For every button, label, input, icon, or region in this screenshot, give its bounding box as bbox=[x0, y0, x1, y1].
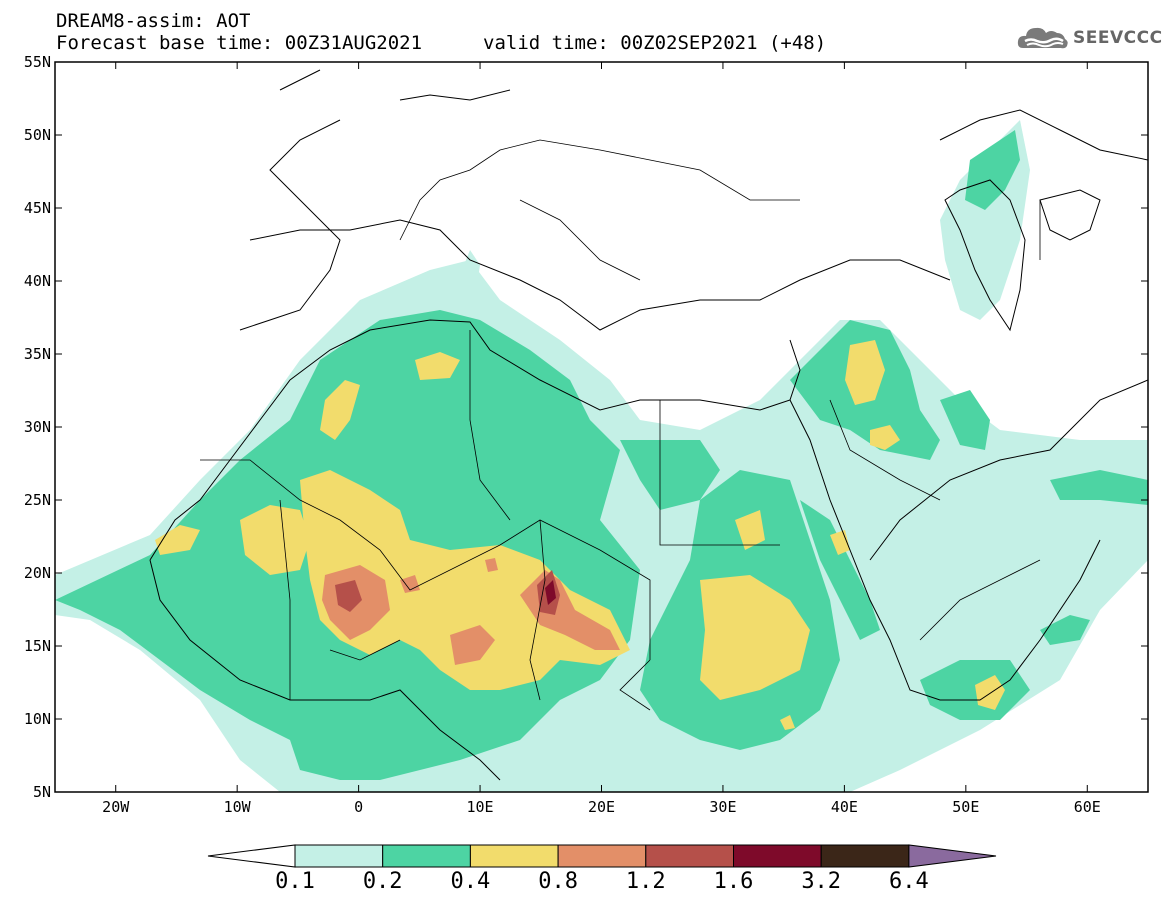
lat-label: 30N bbox=[24, 418, 51, 436]
colorbar-label: 0.2 bbox=[362, 869, 403, 894]
lon-label: 20E bbox=[588, 798, 615, 816]
lat-label: 50N bbox=[24, 126, 51, 144]
colorbar-label: 1.2 bbox=[625, 869, 666, 894]
latitude-axis: 55N 50N 45N 40N 35N 30N 25N 20N 15N 10N 5N bbox=[24, 53, 1148, 801]
lat-label: 55N bbox=[24, 53, 51, 71]
colorbar-label: 0.8 bbox=[538, 869, 578, 894]
lat-label: 5N bbox=[33, 783, 51, 801]
colorbar-swatch bbox=[294, 844, 384, 868]
colorbar-high-arrow bbox=[908, 844, 997, 868]
lat-label: 25N bbox=[24, 491, 51, 509]
longitude-axis: 20W 10W 0 10E 20E 30E 40E 50E 60E bbox=[102, 62, 1101, 816]
lat-label: 20N bbox=[24, 564, 51, 582]
colorbar-label: 0.4 bbox=[450, 869, 491, 894]
colorbar-swatch bbox=[382, 844, 471, 868]
country-borders bbox=[200, 139, 1041, 711]
colorbar-label: 3.2 bbox=[801, 869, 842, 894]
aot-band-1.6 bbox=[545, 580, 556, 605]
lon-label: 10E bbox=[467, 798, 494, 816]
cloud-icon bbox=[1017, 27, 1068, 49]
colorbar-swatch bbox=[557, 844, 647, 868]
lon-label: 0 bbox=[354, 798, 363, 816]
colorbar-swatch bbox=[820, 844, 910, 868]
lat-label: 10N bbox=[24, 710, 51, 728]
lon-label: 40E bbox=[831, 798, 858, 816]
aot-band-0.4 bbox=[155, 340, 1005, 730]
colorbar-swatch bbox=[645, 844, 734, 868]
map-title: DREAM8-assim: AOT bbox=[56, 10, 251, 32]
lon-label: 50E bbox=[952, 798, 979, 816]
lon-label: 60E bbox=[1074, 798, 1101, 816]
seevccc-logo: SEEVCCC bbox=[1017, 24, 1163, 52]
valid-time: valid time: 00Z02SEP2021 (+48) bbox=[483, 32, 827, 54]
lat-label: 45N bbox=[24, 199, 51, 217]
lon-label: 30E bbox=[709, 798, 736, 816]
colorbar-swatch bbox=[733, 844, 822, 868]
colorbar-low-arrow bbox=[207, 844, 296, 868]
lat-label: 15N bbox=[24, 637, 51, 655]
colorbar-swatch bbox=[469, 844, 559, 868]
lon-label: 20W bbox=[102, 798, 130, 816]
colorbar bbox=[207, 844, 997, 868]
forecast-base-time: Forecast base time: 00Z31AUG2021 bbox=[56, 32, 423, 54]
colorbar-label: 6.4 bbox=[889, 869, 929, 894]
lon-label: 10W bbox=[224, 798, 252, 816]
coastlines bbox=[149, 69, 1148, 781]
lat-label: 35N bbox=[24, 345, 51, 363]
colorbar-label: 1.6 bbox=[713, 869, 754, 894]
logo-text: SEEVCCC bbox=[1073, 28, 1163, 48]
aot-field bbox=[55, 62, 1148, 792]
lat-label: 40N bbox=[24, 272, 51, 290]
colorbar-label: 0.1 bbox=[275, 869, 315, 894]
